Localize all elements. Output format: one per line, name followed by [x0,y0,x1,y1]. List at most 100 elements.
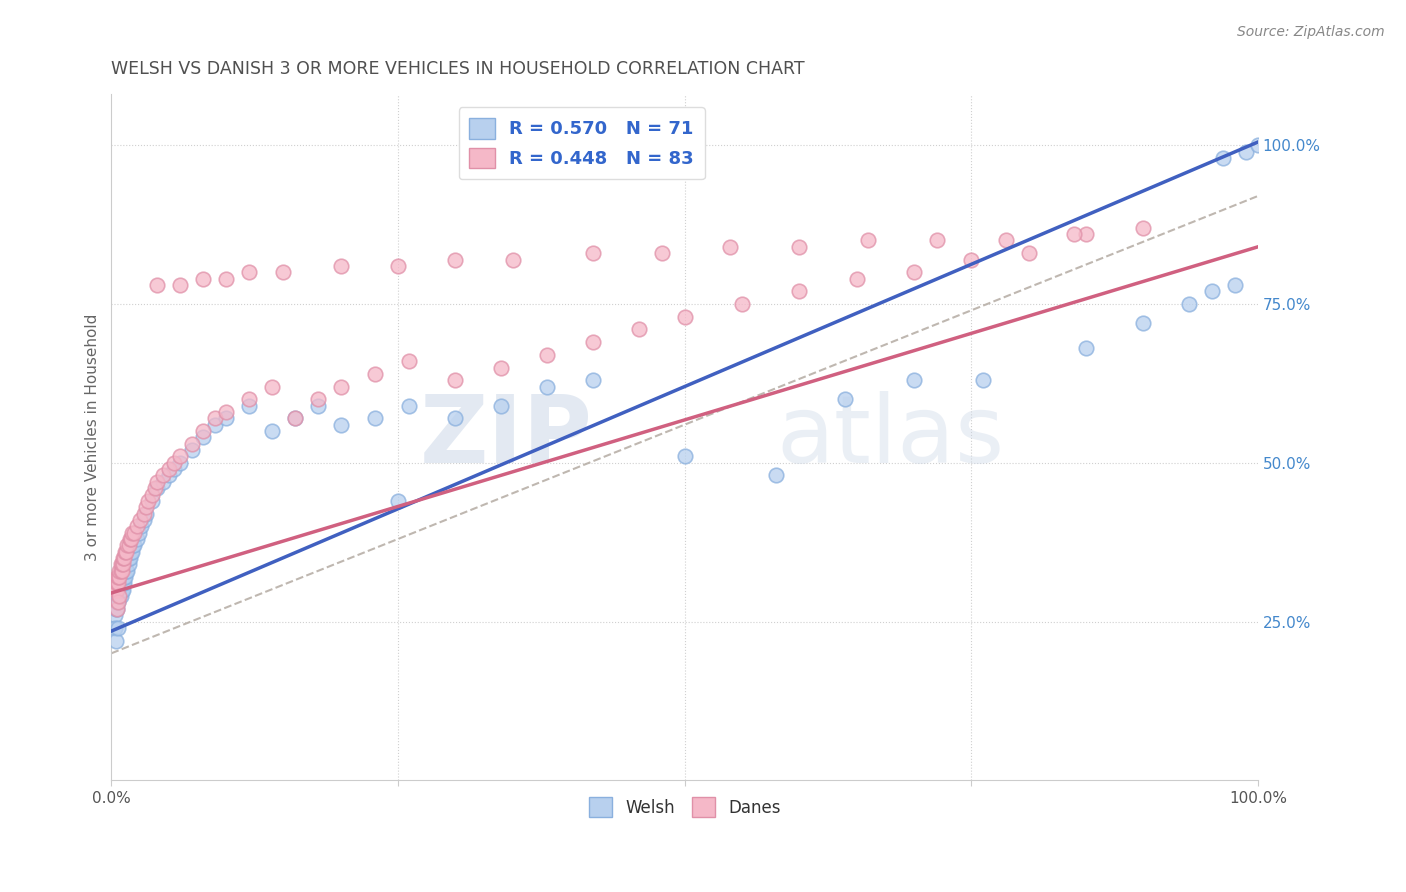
Point [260,424,283,438]
Point [260,379,283,393]
Point [1223,277,1246,292]
Point [112,576,135,591]
Point [120,544,142,558]
Point [107,570,129,584]
Point [121,544,143,558]
Point [489,360,512,375]
Point [731,297,754,311]
Point [111,558,134,572]
Point [105,602,128,616]
Point [1074,342,1097,356]
Point [114,570,136,584]
Point [117,564,139,578]
Point [111,576,134,591]
Point [398,399,420,413]
Point [582,373,605,387]
Point [118,532,141,546]
Point [108,589,131,603]
Text: ZIP: ZIP [420,392,593,483]
Point [117,551,139,566]
Point [105,595,128,609]
Point [117,538,139,552]
Point [238,399,260,413]
Point [191,271,214,285]
Point [118,551,141,566]
Point [111,551,134,566]
Point [307,392,329,407]
Point [128,525,150,540]
Point [536,348,558,362]
Point [163,462,186,476]
Point [107,595,129,609]
Point [1074,227,1097,241]
Point [169,456,191,470]
Point [163,456,186,470]
Point [111,582,134,597]
Point [107,576,129,591]
Point [651,246,673,260]
Point [582,335,605,350]
Point [105,582,128,597]
Point [105,570,128,584]
Point [903,373,925,387]
Point [105,576,128,591]
Point [105,595,128,609]
Point [238,265,260,279]
Point [146,277,169,292]
Point [502,252,524,267]
Point [107,589,129,603]
Point [834,392,856,407]
Point [1063,227,1085,241]
Point [215,411,238,425]
Point [105,633,128,648]
Point [489,399,512,413]
Point [120,532,142,546]
Point [141,494,163,508]
Point [111,564,134,578]
Point [141,487,163,501]
Point [108,564,131,578]
Point [114,544,136,558]
Point [765,468,787,483]
Point [111,582,134,597]
Point [152,468,174,483]
Point [180,436,202,450]
Point [146,475,169,489]
Point [157,462,180,476]
Point [536,379,558,393]
Point [135,507,157,521]
Point [582,246,605,260]
Text: atlas: atlas [776,392,1005,483]
Point [329,379,352,393]
Point [132,507,155,521]
Point [673,450,696,464]
Point [960,252,983,267]
Point [398,354,420,368]
Point [136,494,159,508]
Point [329,259,352,273]
Point [110,558,132,572]
Point [122,538,145,552]
Point [129,519,152,533]
Point [364,411,387,425]
Point [972,373,994,387]
Point [105,602,128,616]
Point [104,608,127,623]
Point [125,532,148,546]
Point [787,240,810,254]
Point [105,602,128,616]
Point [444,252,467,267]
Point [1132,220,1154,235]
Point [143,481,166,495]
Point [1247,138,1270,153]
Point [111,558,134,572]
Point [110,582,132,597]
Point [110,564,132,578]
Point [204,411,226,425]
Point [105,582,128,597]
Point [627,322,650,336]
Point [387,259,409,273]
Point [1132,316,1154,330]
Point [180,443,202,458]
Point [157,468,180,483]
